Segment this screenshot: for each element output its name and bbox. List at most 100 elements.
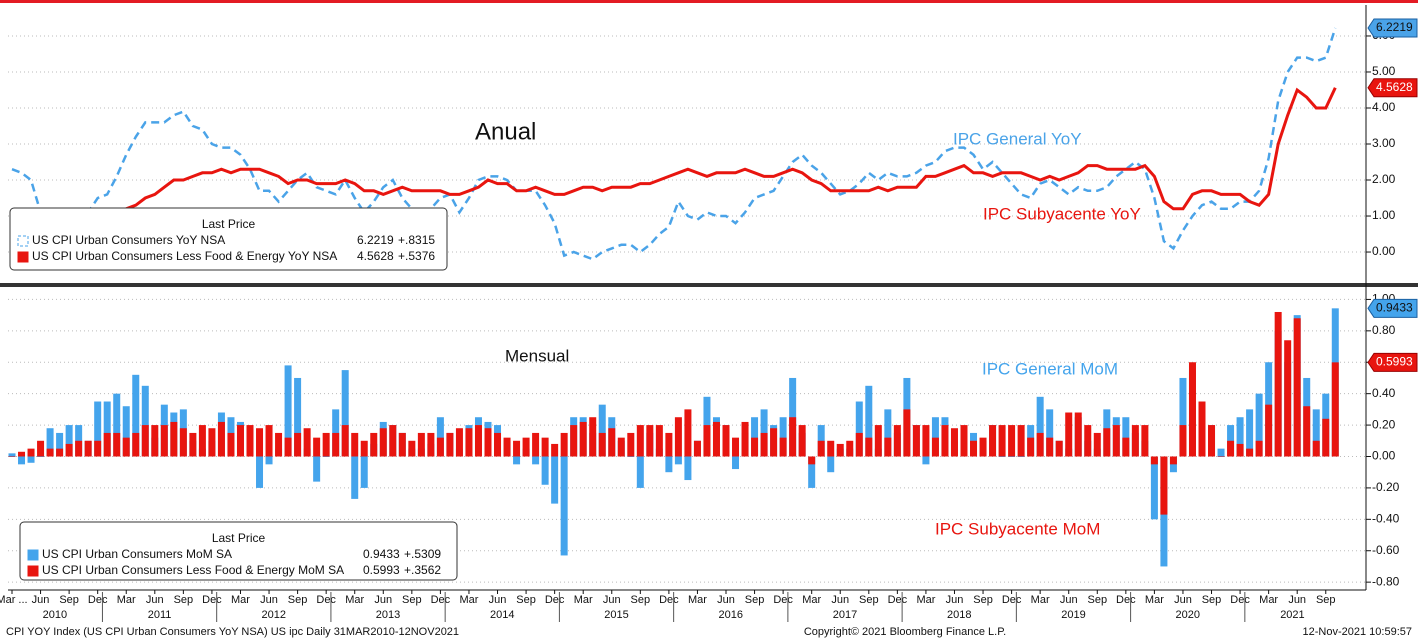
x-tick-label: Dec — [888, 594, 908, 606]
bar — [1274, 311, 1282, 457]
bar — [1331, 362, 1339, 457]
x-tick-label: Jun — [1174, 594, 1192, 606]
last-value-label: 4.5628 — [1376, 80, 1413, 94]
bar — [1017, 456, 1025, 457]
bar — [465, 428, 473, 457]
x-tick-label: Dec — [431, 594, 451, 606]
y-tick-label: 0.40 — [1372, 386, 1396, 400]
bar — [303, 428, 311, 457]
bar — [27, 448, 35, 457]
bar — [1008, 425, 1016, 457]
bar — [122, 437, 130, 457]
bar — [1312, 409, 1320, 457]
bar — [884, 437, 892, 457]
bar — [1179, 425, 1187, 457]
bar — [732, 437, 740, 457]
bar — [703, 425, 711, 457]
x-tick-label: Sep — [745, 594, 765, 606]
x-tick-label: Dec — [202, 594, 222, 606]
bar — [189, 432, 197, 457]
bar — [313, 456, 321, 482]
bar — [46, 428, 54, 457]
bar — [522, 437, 530, 457]
bar — [693, 440, 701, 457]
x-tick-label: Jun — [946, 594, 964, 606]
bar — [541, 456, 549, 485]
bar — [893, 425, 901, 457]
bar — [265, 456, 273, 465]
bar — [1255, 440, 1263, 457]
series-line — [11, 87, 1337, 233]
y-tick-label: 2.00 — [1372, 172, 1396, 186]
bar — [589, 417, 597, 457]
x-tick-label: Sep — [59, 594, 79, 606]
legend-swatch — [17, 235, 29, 247]
bar — [598, 404, 606, 457]
bar — [1284, 340, 1292, 457]
bar — [732, 456, 740, 470]
bar — [741, 421, 749, 457]
legend-change: +.5309 — [404, 547, 441, 561]
bar — [284, 437, 292, 457]
x-tick-label: Sep — [1316, 594, 1336, 606]
bar — [532, 456, 540, 465]
bar — [922, 425, 930, 457]
bar — [1103, 428, 1111, 457]
bar — [751, 437, 759, 457]
legend-value: 0.5993 — [363, 563, 400, 577]
bar — [351, 432, 359, 457]
bar — [998, 456, 1006, 457]
footer-left: CPI YOY Index (US CPI Urban Consumers Yo… — [6, 626, 459, 638]
bar — [484, 428, 492, 457]
y-tick-label: 0.80 — [1372, 323, 1396, 337]
bar — [122, 406, 130, 457]
bar — [236, 425, 244, 457]
bar — [1188, 362, 1196, 457]
bar — [1036, 432, 1044, 457]
bar — [141, 425, 149, 457]
bar — [608, 428, 616, 457]
x-tick-label: Sep — [1087, 594, 1107, 606]
bar — [94, 401, 102, 457]
legend-value: 0.9433 — [363, 547, 400, 561]
bar — [884, 409, 892, 457]
bar — [1065, 412, 1073, 457]
bar — [322, 432, 330, 457]
bar — [436, 437, 444, 457]
bar — [246, 425, 254, 457]
x-tick-label: Mar — [345, 594, 364, 606]
bar — [627, 432, 635, 457]
bar — [198, 425, 206, 457]
bar — [141, 385, 149, 457]
bar — [46, 448, 54, 457]
bar — [722, 425, 730, 457]
x-tick-label: Mar — [574, 594, 593, 606]
bar — [494, 432, 502, 457]
bar — [570, 425, 578, 457]
bar — [855, 401, 863, 457]
x-tick-label: Mar ... — [0, 594, 28, 606]
bar — [560, 456, 568, 556]
bar — [989, 425, 997, 457]
x-tick-label: Dec — [88, 594, 108, 606]
bar — [1027, 437, 1035, 457]
x-tick-label: Sep — [288, 594, 308, 606]
bar — [474, 425, 482, 457]
bar — [408, 440, 416, 457]
legend-box — [9, 207, 448, 271]
x-tick-label: Mar — [916, 594, 935, 606]
bar — [103, 401, 111, 457]
bar — [417, 432, 425, 457]
bar — [551, 456, 559, 504]
legend-name: US CPI Urban Consumers Less Food & Energ… — [32, 249, 337, 263]
legend-box — [19, 521, 458, 581]
x-tick-label: Dec — [1116, 594, 1136, 606]
y-tick-label: -0.80 — [1372, 574, 1400, 588]
bar — [94, 440, 102, 457]
x-tick-label: Dec — [773, 594, 793, 606]
bar — [151, 425, 159, 457]
bar — [113, 393, 121, 457]
bar — [1046, 437, 1054, 457]
year-label: 2020 — [1175, 609, 1199, 621]
